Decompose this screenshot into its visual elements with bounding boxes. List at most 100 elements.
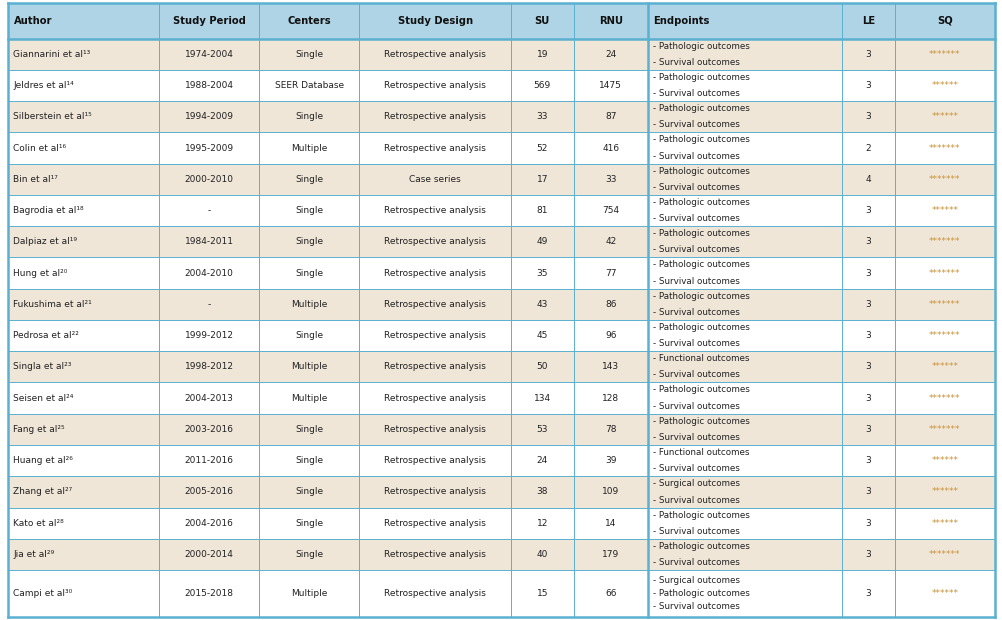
Text: Centers: Centers bbox=[288, 16, 331, 26]
Text: ******: ****** bbox=[931, 362, 958, 371]
Text: 569: 569 bbox=[533, 81, 550, 90]
Text: SU: SU bbox=[534, 16, 549, 26]
Text: ******: ****** bbox=[931, 206, 958, 215]
Bar bbox=[8, 352, 994, 383]
Text: Retrospective analysis: Retrospective analysis bbox=[384, 331, 486, 340]
Bar bbox=[8, 70, 994, 101]
Text: 78: 78 bbox=[604, 425, 616, 434]
Text: - Pathologic outcomes: - Pathologic outcomes bbox=[652, 589, 748, 598]
Text: *******: ******* bbox=[928, 268, 960, 278]
Text: Zhang et al²⁷: Zhang et al²⁷ bbox=[13, 487, 72, 497]
Text: - Surgical outcomes: - Surgical outcomes bbox=[652, 479, 738, 489]
Text: *******: ******* bbox=[928, 50, 960, 59]
Text: 2000-2014: 2000-2014 bbox=[184, 550, 233, 559]
Text: Retrospective analysis: Retrospective analysis bbox=[384, 300, 486, 309]
Text: *******: ******* bbox=[928, 237, 960, 246]
Text: Study Period: Study Period bbox=[172, 16, 245, 26]
Text: - Pathologic outcomes: - Pathologic outcomes bbox=[652, 260, 748, 270]
Text: - Survival outcomes: - Survival outcomes bbox=[652, 215, 738, 223]
Text: Retrospective analysis: Retrospective analysis bbox=[384, 550, 486, 559]
Text: Single: Single bbox=[295, 175, 324, 184]
Text: 86: 86 bbox=[604, 300, 616, 309]
Text: 14: 14 bbox=[604, 519, 616, 528]
Bar bbox=[8, 508, 994, 539]
Text: 3: 3 bbox=[865, 81, 871, 90]
Text: Giannarini et al¹³: Giannarini et al¹³ bbox=[13, 50, 90, 59]
Text: Dalpiaz et al¹⁹: Dalpiaz et al¹⁹ bbox=[13, 237, 77, 246]
Text: - Survival outcomes: - Survival outcomes bbox=[652, 402, 738, 410]
Text: 1988-2004: 1988-2004 bbox=[184, 81, 233, 90]
Text: Single: Single bbox=[295, 550, 324, 559]
Bar bbox=[8, 101, 994, 133]
Text: - Pathologic outcomes: - Pathologic outcomes bbox=[652, 542, 748, 551]
Text: Retrospective analysis: Retrospective analysis bbox=[384, 268, 486, 278]
Text: 2015-2018: 2015-2018 bbox=[184, 589, 233, 598]
Bar bbox=[8, 38, 994, 70]
Text: 4: 4 bbox=[865, 175, 870, 184]
Text: 2004-2010: 2004-2010 bbox=[184, 268, 233, 278]
Text: *******: ******* bbox=[928, 144, 960, 153]
Text: - Survival outcomes: - Survival outcomes bbox=[652, 433, 738, 442]
Text: 19: 19 bbox=[536, 50, 547, 59]
Text: 416: 416 bbox=[601, 144, 619, 153]
Text: 134: 134 bbox=[533, 394, 550, 402]
Bar bbox=[8, 570, 994, 617]
Text: 3: 3 bbox=[865, 268, 871, 278]
Text: 143: 143 bbox=[601, 362, 619, 371]
Text: - Survival outcomes: - Survival outcomes bbox=[652, 308, 738, 317]
Text: Author: Author bbox=[14, 16, 52, 26]
Text: - Survival outcomes: - Survival outcomes bbox=[652, 277, 738, 286]
Bar bbox=[8, 3, 994, 38]
Text: Endpoints: Endpoints bbox=[653, 16, 709, 26]
Text: 17: 17 bbox=[536, 175, 547, 184]
Text: 3: 3 bbox=[865, 362, 871, 371]
Text: 1999-2012: 1999-2012 bbox=[184, 331, 233, 340]
Text: 35: 35 bbox=[536, 268, 547, 278]
Text: Multiple: Multiple bbox=[291, 300, 328, 309]
Text: Seisen et al²⁴: Seisen et al²⁴ bbox=[13, 394, 73, 402]
Text: Bagrodia et al¹⁸: Bagrodia et al¹⁸ bbox=[13, 206, 83, 215]
Text: Single: Single bbox=[295, 331, 324, 340]
Text: - Pathologic outcomes: - Pathologic outcomes bbox=[652, 167, 748, 175]
Text: - Survival outcomes: - Survival outcomes bbox=[652, 371, 738, 379]
Text: 3: 3 bbox=[865, 300, 871, 309]
Text: 3: 3 bbox=[865, 589, 871, 598]
Text: 128: 128 bbox=[601, 394, 619, 402]
Text: 66: 66 bbox=[604, 589, 616, 598]
Text: - Survival outcomes: - Survival outcomes bbox=[652, 246, 738, 254]
Text: Multiple: Multiple bbox=[291, 362, 328, 371]
Text: 33: 33 bbox=[604, 175, 616, 184]
Text: 2003-2016: 2003-2016 bbox=[184, 425, 233, 434]
Text: 77: 77 bbox=[604, 268, 616, 278]
Text: 754: 754 bbox=[601, 206, 619, 215]
Text: 52: 52 bbox=[536, 144, 547, 153]
Text: 3: 3 bbox=[865, 112, 871, 122]
Text: Single: Single bbox=[295, 519, 324, 528]
Text: 2011-2016: 2011-2016 bbox=[184, 456, 233, 465]
Text: - Pathologic outcomes: - Pathologic outcomes bbox=[652, 510, 748, 520]
Text: Retrospective analysis: Retrospective analysis bbox=[384, 394, 486, 402]
Text: - Pathologic outcomes: - Pathologic outcomes bbox=[652, 73, 748, 82]
Text: 40: 40 bbox=[536, 550, 547, 559]
Text: 87: 87 bbox=[604, 112, 616, 122]
Text: 45: 45 bbox=[536, 331, 547, 340]
Text: 2000-2010: 2000-2010 bbox=[184, 175, 233, 184]
Text: Retrospective analysis: Retrospective analysis bbox=[384, 144, 486, 153]
Bar bbox=[8, 414, 994, 445]
Text: Colin et al¹⁶: Colin et al¹⁶ bbox=[13, 144, 66, 153]
Bar bbox=[8, 383, 994, 414]
Text: - Survival outcomes: - Survival outcomes bbox=[652, 527, 738, 536]
Bar bbox=[8, 133, 994, 164]
Text: - Survival outcomes: - Survival outcomes bbox=[652, 58, 738, 67]
Text: Huang et al²⁶: Huang et al²⁶ bbox=[13, 456, 73, 465]
Bar bbox=[8, 257, 994, 289]
Bar bbox=[8, 320, 994, 352]
Text: - Pathologic outcomes: - Pathologic outcomes bbox=[652, 292, 748, 301]
Text: Single: Single bbox=[295, 268, 324, 278]
Bar bbox=[8, 164, 994, 195]
Text: 38: 38 bbox=[536, 487, 547, 497]
Text: *******: ******* bbox=[928, 425, 960, 434]
Text: 1475: 1475 bbox=[599, 81, 621, 90]
Text: - Functional outcomes: - Functional outcomes bbox=[652, 354, 748, 363]
Text: 81: 81 bbox=[536, 206, 547, 215]
